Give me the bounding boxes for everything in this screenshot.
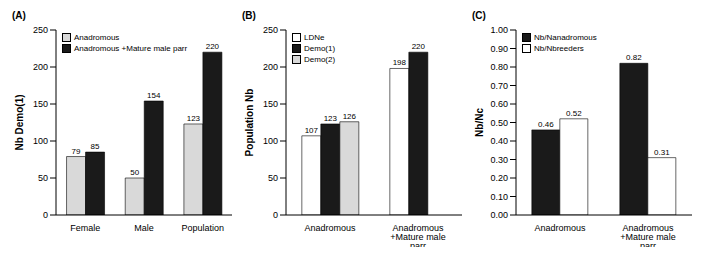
html-text:Demo(2): Demo(2) xyxy=(304,55,336,64)
html-text:Demo(1): Demo(1) xyxy=(304,44,336,53)
html-text:(A): (A) xyxy=(12,10,26,21)
html-text:Anadromous: Anadromous xyxy=(74,33,120,42)
svg-text:123: 123 xyxy=(324,114,338,123)
svg-text:0: 0 xyxy=(43,210,48,220)
svg-text:0.10: 0.10 xyxy=(490,192,508,202)
svg-text:50: 50 xyxy=(130,168,139,177)
svg-text:Nb/Nc: Nb/Nc xyxy=(474,108,485,137)
svg-text:100: 100 xyxy=(33,136,48,146)
svg-text:107: 107 xyxy=(305,126,319,135)
svg-text:Population: Population xyxy=(181,223,224,233)
svg-text:154: 154 xyxy=(147,91,161,100)
svg-text:Anadromous: Anadromous xyxy=(534,223,586,233)
html-text:Nb/Nbreeders: Nb/Nbreeders xyxy=(534,44,584,53)
svg-text:Female: Female xyxy=(70,223,100,233)
svg-text:0.60: 0.60 xyxy=(490,99,508,109)
svg-text:220: 220 xyxy=(412,42,426,51)
html-text:Nb/Nanadromous: Nb/Nanadromous xyxy=(534,33,597,42)
svg-text:0.50: 0.50 xyxy=(490,118,508,128)
svg-text:0.82: 0.82 xyxy=(626,53,642,62)
svg-text:0.90: 0.90 xyxy=(490,44,508,54)
svg-text:85: 85 xyxy=(91,142,100,151)
svg-text:79: 79 xyxy=(72,147,81,156)
svg-text:0.40: 0.40 xyxy=(490,136,508,146)
svg-text:220: 220 xyxy=(206,42,220,51)
svg-text:0.46: 0.46 xyxy=(538,120,554,129)
svg-text:250: 250 xyxy=(33,25,48,35)
svg-text:0.31: 0.31 xyxy=(654,148,670,157)
svg-text:Anadromous+Mature maleparr: Anadromous+Mature maleparr xyxy=(620,223,675,247)
svg-text:123: 123 xyxy=(187,114,201,123)
svg-text:50: 50 xyxy=(268,173,278,183)
svg-text:0.52: 0.52 xyxy=(566,109,582,118)
svg-text:250: 250 xyxy=(263,25,278,35)
svg-text:Male: Male xyxy=(134,223,154,233)
svg-text:0.00: 0.00 xyxy=(490,210,508,220)
svg-text:200: 200 xyxy=(33,62,48,72)
svg-text:1.00: 1.00 xyxy=(490,25,508,35)
svg-text:126: 126 xyxy=(343,112,357,121)
svg-text:0.80: 0.80 xyxy=(490,62,508,72)
svg-text:150: 150 xyxy=(263,99,278,109)
svg-text:0.30: 0.30 xyxy=(490,155,508,165)
svg-text:0.20: 0.20 xyxy=(490,173,508,183)
html-text:(C): (C) xyxy=(472,10,486,21)
html-text:LDNe: LDNe xyxy=(304,33,325,42)
svg-text:0.70: 0.70 xyxy=(490,81,508,91)
html-text:(B): (B) xyxy=(242,10,256,21)
svg-text:100: 100 xyxy=(263,136,278,146)
svg-text:150: 150 xyxy=(33,99,48,109)
svg-text:Population Nb: Population Nb xyxy=(244,89,255,157)
svg-text:200: 200 xyxy=(263,62,278,72)
svg-text:Anadromous+Mature maleparr: Anadromous+Mature maleparr xyxy=(390,223,445,247)
svg-text:Anadromous: Anadromous xyxy=(304,223,356,233)
html-text:Anadromous +Mature male parr: Anadromous +Mature male parr xyxy=(74,44,188,53)
svg-text:198: 198 xyxy=(393,58,407,67)
svg-text:50: 50 xyxy=(38,173,48,183)
svg-text:Nb Demo(1): Nb Demo(1) xyxy=(14,94,25,150)
svg-text:0: 0 xyxy=(273,210,278,220)
